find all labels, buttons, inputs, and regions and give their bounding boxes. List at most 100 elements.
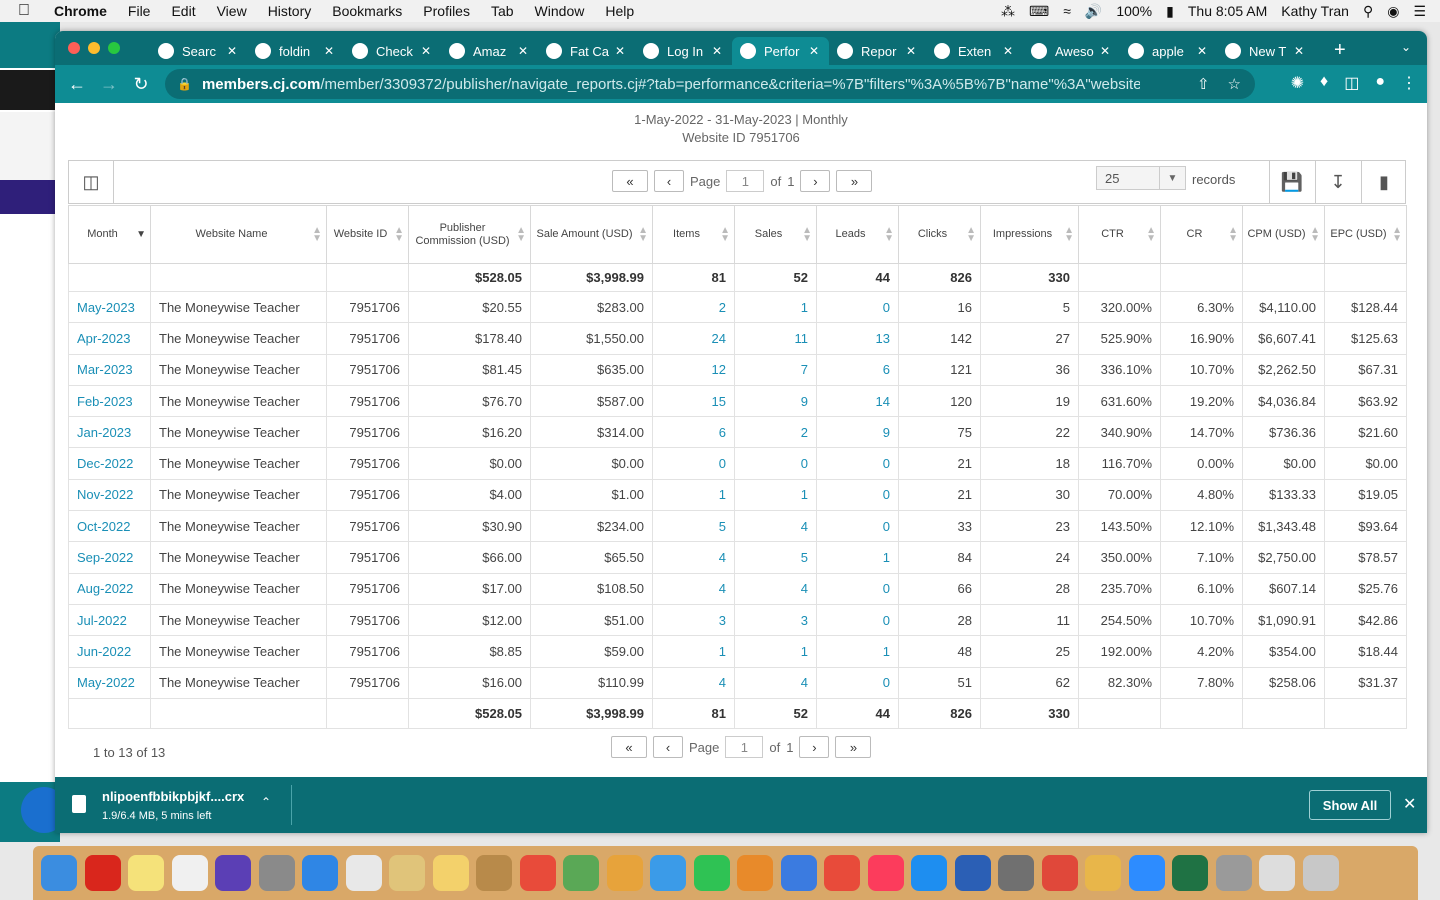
dock-facetime-icon[interactable] xyxy=(693,855,730,891)
table-cell[interactable]: 1 xyxy=(652,635,735,668)
sort-icon[interactable]: ▲ ▼ xyxy=(1228,224,1238,244)
table-cell[interactable]: Oct-2022 xyxy=(68,510,151,543)
table-cell[interactable]: 0 xyxy=(816,510,899,543)
prev-page-button[interactable]: ‹ xyxy=(654,170,684,192)
dock-news-icon[interactable] xyxy=(824,855,860,891)
dock-maps-icon[interactable] xyxy=(563,855,599,891)
chrome-menu-icon[interactable]: ⋮ xyxy=(1401,75,1417,92)
sort-icon[interactable]: ▲ ▼ xyxy=(802,224,812,244)
browser-tab[interactable]: Log In ✕ xyxy=(635,37,732,65)
sort-icon[interactable]: ▲ ▼ xyxy=(1310,224,1320,244)
menu-tab[interactable]: Tab xyxy=(490,3,514,19)
volume-icon[interactable]: 🔊 xyxy=(1084,2,1103,19)
table-cell[interactable]: 1 xyxy=(734,635,817,668)
table-cell[interactable]: 1 xyxy=(734,290,817,324)
show-all-button[interactable]: Show All xyxy=(1309,790,1391,820)
sort-icon[interactable]: ▲ ▼ xyxy=(720,224,730,244)
table-cell[interactable]: 0 xyxy=(816,572,899,605)
prev-page-button[interactable]: ‹ xyxy=(653,736,683,758)
dock-numbers-icon[interactable] xyxy=(737,855,773,891)
spotlight-search-icon[interactable]: ⚲ xyxy=(1362,2,1374,19)
sort-icon[interactable]: ▲ ▼ xyxy=(638,224,648,244)
last-page-button[interactable]: » xyxy=(836,170,873,192)
sort-icon[interactable]: ▲ ▼ xyxy=(516,224,526,244)
tab-close-icon[interactable]: ✕ xyxy=(1293,44,1304,58)
dock-slack-icon[interactable] xyxy=(345,855,382,891)
table-cell[interactable]: 3 xyxy=(734,603,817,637)
address-bar[interactable]: 🔒 members.cj.com /member/3309372/publish… xyxy=(165,69,1255,99)
table-cell[interactable]: 4 xyxy=(734,666,817,699)
browser-tab[interactable]: Check ✕ xyxy=(344,37,441,65)
chevron-up-icon[interactable]: ⌃ xyxy=(261,795,272,809)
reload-icon[interactable]: ↻ xyxy=(133,73,149,94)
sort-icon[interactable]: ▲ ▼ xyxy=(1146,224,1156,244)
table-cell[interactable]: 4 xyxy=(734,510,817,543)
dock-acrobat-icon[interactable] xyxy=(84,855,121,891)
table-cell[interactable]: May-2023 xyxy=(68,290,151,324)
bookmark-icon[interactable]: ▮ xyxy=(1361,161,1406,203)
browser-tab[interactable]: Exten ✕ xyxy=(926,37,1023,65)
table-cell[interactable]: 9 xyxy=(816,416,899,449)
column-header[interactable]: CR ▲ ▼ xyxy=(1160,205,1243,264)
table-cell[interactable]: 0 xyxy=(816,603,899,637)
dock-word-icon[interactable] xyxy=(954,855,991,891)
table-cell[interactable]: May-2022 xyxy=(68,666,151,699)
table-cell[interactable]: 3 xyxy=(652,603,735,637)
sort-desc-icon[interactable]: ▼ xyxy=(136,228,146,240)
table-cell[interactable]: 5 xyxy=(734,541,817,574)
column-header[interactable]: Website ID ▲ ▼ xyxy=(326,205,409,264)
apple-menu-icon[interactable]:  xyxy=(18,2,40,20)
sort-icon[interactable]: ▲ ▼ xyxy=(394,224,404,244)
browser-tab[interactable]: Perfor ✕ xyxy=(732,37,829,65)
column-header[interactable]: Items ▲ ▼ xyxy=(652,205,735,264)
tab-close-icon[interactable]: ✕ xyxy=(808,44,819,58)
extensions-puzzle-icon[interactable]: ♦ xyxy=(1320,73,1329,90)
battery-percent[interactable]: 100% xyxy=(1116,3,1153,19)
clock[interactable]: Thu 8:05 AM xyxy=(1187,3,1268,19)
table-cell[interactable]: Sep-2022 xyxy=(68,541,151,574)
tab-close-icon[interactable]: ✕ xyxy=(517,44,528,58)
table-cell[interactable]: 4 xyxy=(652,572,735,605)
first-page-button[interactable]: « xyxy=(611,736,647,758)
table-cell[interactable]: 1 xyxy=(734,478,817,512)
column-header[interactable]: Clicks ▲ ▼ xyxy=(898,205,981,264)
records-per-page-select[interactable]: 25 ▼ xyxy=(1096,166,1186,190)
table-cell[interactable]: 6 xyxy=(652,416,735,449)
last-page-button[interactable]: » xyxy=(835,736,872,758)
zoom-window-icon[interactable] xyxy=(108,42,120,54)
menu-help[interactable]: Help xyxy=(605,3,635,19)
table-cell[interactable]: Jan-2023 xyxy=(68,416,151,449)
dock-messages-icon[interactable] xyxy=(650,855,686,891)
tab-close-icon[interactable]: ✕ xyxy=(614,44,625,58)
tab-close-icon[interactable]: ✕ xyxy=(711,44,722,58)
menu-profiles[interactable]: Profiles xyxy=(423,3,470,19)
forward-icon[interactable]: → xyxy=(100,73,118,94)
dock-photos-icon[interactable] xyxy=(606,855,643,891)
dock-pages-icon[interactable] xyxy=(780,855,817,891)
table-cell[interactable]: 2 xyxy=(652,290,735,324)
dock-siri-icon[interactable] xyxy=(215,855,251,891)
side-panel-icon[interactable]: ◫ xyxy=(1344,75,1360,92)
menu-bookmarks[interactable]: Bookmarks xyxy=(332,3,403,19)
table-cell[interactable]: 0 xyxy=(652,447,735,480)
menu-file[interactable]: File xyxy=(127,3,151,19)
dock-reminders-icon[interactable] xyxy=(171,855,208,891)
table-cell[interactable]: Apr-2023 xyxy=(68,322,151,355)
lock-icon[interactable]: 🔒 xyxy=(177,77,192,91)
menu-window[interactable]: Window xyxy=(534,3,585,19)
column-header[interactable]: CPM (USD) ▲ ▼ xyxy=(1242,205,1325,264)
table-cell[interactable]: 0 xyxy=(816,290,899,324)
table-cell[interactable]: 0 xyxy=(816,478,899,512)
table-cell[interactable]: 15 xyxy=(652,384,735,418)
table-cell[interactable]: 0 xyxy=(816,447,899,480)
menu-edit[interactable]: Edit xyxy=(171,3,196,19)
table-cell[interactable]: Jun-2022 xyxy=(68,635,151,668)
dock-zoom-icon[interactable] xyxy=(1128,855,1165,891)
dock-safari-icon[interactable] xyxy=(302,855,338,891)
column-header[interactable]: Publisher Commission (USD) ▲ ▼ xyxy=(408,205,531,264)
menu-app-name[interactable]: Chrome xyxy=(54,3,107,19)
table-cell[interactable]: Aug-2022 xyxy=(68,572,151,605)
siri-icon[interactable]: ◉ xyxy=(1387,2,1400,19)
table-cell[interactable]: 0 xyxy=(734,447,817,480)
dock-system-preferences-icon[interactable] xyxy=(998,855,1034,891)
